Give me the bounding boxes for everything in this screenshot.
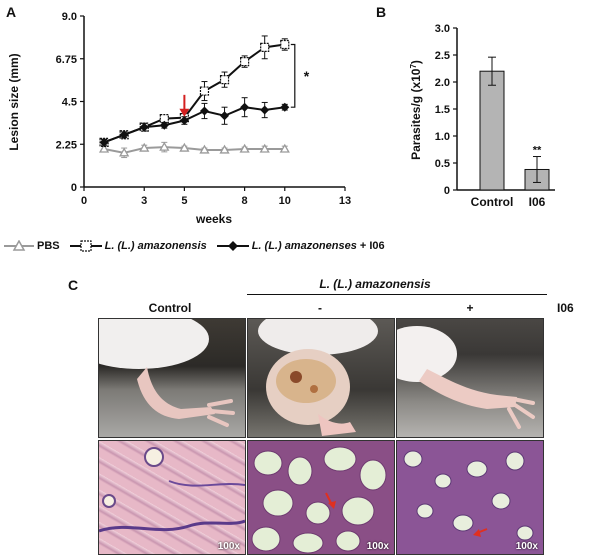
photo-control-paw [98,318,246,438]
legend-triangle-marker [4,240,34,251]
histology-control-drawing [99,447,245,533]
significance-star: * [304,68,310,84]
chart-a-ytick-label: 0 [71,182,77,194]
chart-b-ytick-label: 3.0 [435,23,450,35]
red-arrow-head [179,108,190,117]
data-point [199,106,209,116]
significance-bracket [290,43,296,108]
data-point [220,111,230,121]
photo-infected-paw [247,318,395,438]
chart-a-xtick-label: 5 [181,195,187,207]
data-point [179,116,189,125]
data-point [219,144,230,154]
chart-a-ytick-label: 2.25 [56,139,77,151]
chart-a-xtick-label: 8 [242,195,248,207]
chart-a-ytick-label: 4.5 [62,97,77,109]
chart-b-ytick-label: 0 [444,185,450,197]
panel-a-letter: A [6,4,17,20]
magnification-label: 100x [366,541,389,552]
legend-item-pbs: PBS [4,240,60,252]
infected-paw-drawing [258,319,378,436]
data-point [219,75,230,85]
legend-label-pbs: PBS [37,240,60,252]
chart-a-xlabel: weeks [195,212,232,226]
data-point [240,56,250,67]
data-point [159,141,170,151]
data-point [280,39,290,50]
series-line-0 [103,146,285,154]
control-label: Control [148,301,192,315]
series-line-1 [103,43,285,144]
bar-control [479,70,505,191]
chart-a-xtick-label: 13 [339,195,351,207]
histology-treated: 100x [396,440,544,555]
data-point [139,122,149,132]
group-divider [247,294,547,295]
legend-label-i06: + I06 [359,240,385,252]
histology-infected-drawing [251,446,387,554]
data-point [260,42,270,52]
category-label: I06 [529,195,546,209]
chart-a-legend: PBS L. (L.) amazonensis L. (L.) amazonen… [4,237,424,255]
chart-b-ytick-label: 1.5 [435,104,450,116]
treatment-label: I06 [557,301,574,315]
panel-c-header: L. (L.) amazonensis Control - + I06 [95,277,595,317]
chart-b-ytick-label: 1.0 [435,131,450,143]
magnification-label: 100x [217,541,240,552]
panel-b-letter: B [376,4,387,20]
data-point [259,143,270,153]
data-point [139,142,150,152]
data-point [119,130,129,140]
chart-a-ytick-label: 6.75 [56,54,77,66]
control-paw-drawing [99,319,235,427]
minus-label: - [318,301,322,315]
data-point [260,105,270,115]
legend-square-marker [69,240,102,252]
data-point [239,143,250,153]
significance-stars: ** [533,145,542,157]
chart-b-ytick-label: 2.5 [435,50,450,62]
chart-b-ytick-label: 0.5 [435,158,450,170]
magnification-label: 100x [515,541,538,552]
histology-control: 100x [98,440,246,555]
data-point [179,142,190,152]
parasite-burden-chart: Parasites/g (x107) 0 0.5 1.0 1.5 2.0 2.5 3.0 C… [409,23,555,209]
data-point [199,86,210,96]
legend-item-amazonenses-i06: L. (L.) amazonenses + I06 [216,240,385,252]
group-label: L. (L.) amazonensis [319,277,431,291]
legend-label-amazonenses: L. (L.) amazonenses [251,240,357,252]
data-point [280,102,290,112]
legend-label-amazonensis: L. (L.) amazonensis [104,240,207,252]
histology-treated-drawing [403,450,534,541]
chart-b-ytick-label: 2.0 [435,77,450,89]
data-point [119,147,130,157]
chart-a-ytick-label: 9.0 [62,11,77,23]
chart-a-xtick-label: 10 [279,195,291,207]
data-point [199,144,210,154]
panel-c-letter: C [68,277,79,293]
legend-diamond-marker [216,241,249,251]
series-line-2 [103,106,285,144]
treated-paw-drawing [397,326,535,429]
plus-label: + [466,301,474,315]
legend-item-amazonensis: L. (L.) amazonensis [69,240,207,252]
chart-a-xtick-label: 3 [141,195,147,207]
data-point [279,143,290,153]
chart-b-ylabel: Parasites/g (x107) [409,60,423,160]
chart-a-ylabel: Lesion size (mm) [7,53,21,150]
category-label: Control [471,195,514,209]
data-point [99,137,109,147]
data-point [240,102,250,112]
data-point [159,120,169,130]
photo-treated-paw [396,318,544,438]
data-point [98,143,110,153]
lesion-size-chart: Lesion size (mm) weeks 0 2.25 4.5 6.75 9.0 0 3… [7,11,351,226]
chart-a-xtick-label: 0 [81,195,87,207]
histology-infected: 100x [247,440,395,555]
